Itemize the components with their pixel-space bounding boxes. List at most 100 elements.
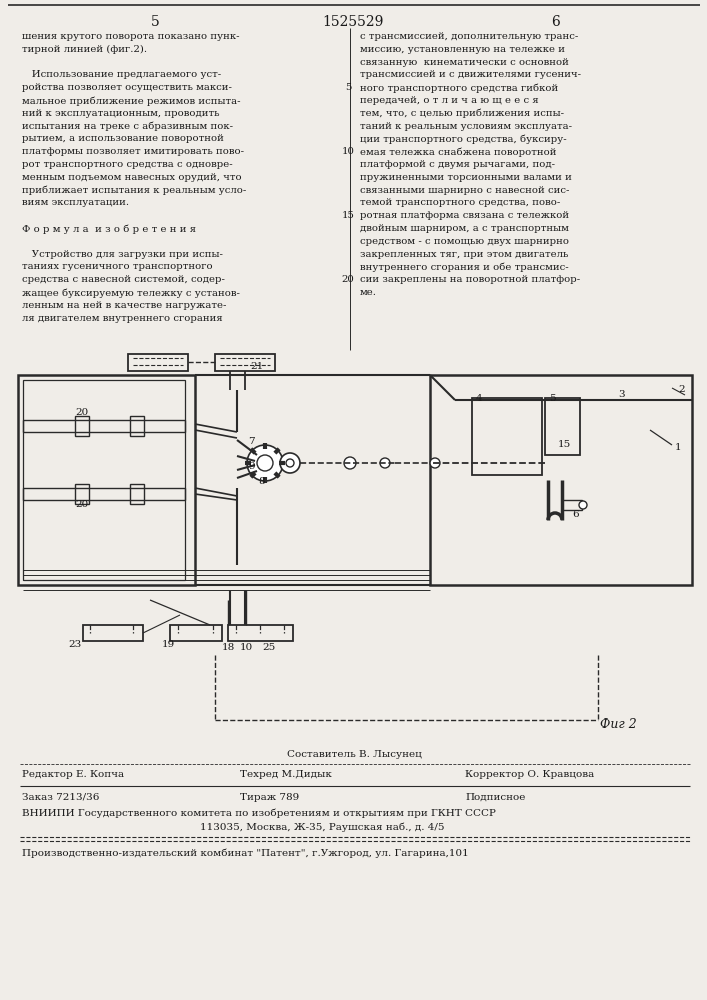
Bar bbox=[545, 398, 580, 455]
Text: тирной линией (фиг.2).: тирной линией (фиг.2). bbox=[22, 45, 147, 54]
Text: 21: 21 bbox=[250, 362, 263, 371]
Bar bbox=[83, 625, 143, 641]
Text: двойным шарниром, а с транспортным: двойным шарниром, а с транспортным bbox=[360, 224, 569, 233]
Text: сии закреплены на поворотной платфор-: сии закреплены на поворотной платфор- bbox=[360, 275, 580, 284]
Text: ме.: ме. bbox=[360, 288, 377, 297]
Text: 18: 18 bbox=[222, 643, 235, 652]
Text: мальное приближение режимов испыта-: мальное приближение режимов испыта- bbox=[22, 96, 240, 105]
Bar bbox=[23, 380, 185, 580]
Bar bbox=[215, 354, 275, 371]
Text: связанными шарнирно с навесной сис-: связанными шарнирно с навесной сис- bbox=[360, 186, 569, 195]
Text: 5: 5 bbox=[549, 394, 556, 403]
Text: 5: 5 bbox=[345, 83, 351, 92]
Bar bbox=[170, 625, 222, 641]
Text: средства с навесной системой, содер-: средства с навесной системой, содер- bbox=[22, 275, 225, 284]
Bar bbox=[472, 398, 542, 475]
Text: испытания на треке с абразивным пок-: испытания на треке с абразивным пок- bbox=[22, 122, 233, 131]
Text: Заказ 7213/36: Заказ 7213/36 bbox=[22, 793, 100, 802]
Text: 3: 3 bbox=[618, 390, 624, 399]
Text: 2: 2 bbox=[678, 385, 684, 394]
Text: Составитель В. Лысунец: Составитель В. Лысунец bbox=[286, 750, 421, 759]
Text: средством - с помощью двух шарнирно: средством - с помощью двух шарнирно bbox=[360, 237, 569, 246]
Text: 6: 6 bbox=[551, 15, 559, 29]
Circle shape bbox=[430, 458, 440, 468]
Text: Фиг 2: Фиг 2 bbox=[600, 718, 637, 731]
Text: 5: 5 bbox=[151, 15, 159, 29]
Bar bbox=[23, 420, 185, 432]
Circle shape bbox=[257, 455, 273, 471]
Text: 1: 1 bbox=[675, 443, 682, 452]
Circle shape bbox=[247, 445, 283, 481]
Text: передачей, о т л и ч а ю щ е е с я: передачей, о т л и ч а ю щ е е с я bbox=[360, 96, 539, 105]
Bar bbox=[18, 375, 195, 585]
Text: 15: 15 bbox=[341, 211, 354, 220]
Text: Редактор Е. Копча: Редактор Е. Копча bbox=[22, 770, 124, 779]
Text: Использование предлагаемого уст-: Использование предлагаемого уст- bbox=[22, 70, 221, 79]
Text: емая тележка снабжена поворотной: емая тележка снабжена поворотной bbox=[360, 147, 556, 157]
Text: 9: 9 bbox=[248, 462, 255, 471]
Text: шения крутого поворота показано пунк-: шения крутого поворота показано пунк- bbox=[22, 32, 240, 41]
Bar bbox=[130, 484, 144, 504]
Bar bbox=[228, 625, 293, 641]
Text: менным подъемом навесных орудий, что: менным подъемом навесных орудий, что bbox=[22, 173, 242, 182]
Text: ний к эксплуатационным, проводить: ний к эксплуатационным, проводить bbox=[22, 109, 219, 118]
Text: приближает испытания к реальным усло-: приближает испытания к реальным усло- bbox=[22, 186, 246, 195]
Text: Устройство для загрузки при испы-: Устройство для загрузки при испы- bbox=[22, 250, 223, 259]
Text: платформы позволяет имитировать пово-: платформы позволяет имитировать пово- bbox=[22, 147, 244, 156]
Text: таний к реальным условиям эксплуата-: таний к реальным условиям эксплуата- bbox=[360, 122, 572, 131]
Text: 6: 6 bbox=[572, 510, 578, 519]
Circle shape bbox=[380, 458, 390, 468]
Text: 23: 23 bbox=[68, 640, 81, 649]
Text: пружиненными торсионными валами и: пружиненными торсионными валами и bbox=[360, 173, 572, 182]
Text: 4: 4 bbox=[476, 394, 483, 403]
Circle shape bbox=[579, 501, 587, 509]
Text: ленным на ней в качестве нагружате-: ленным на ней в качестве нагружате- bbox=[22, 301, 226, 310]
Text: 20: 20 bbox=[341, 275, 354, 284]
Text: 25: 25 bbox=[262, 643, 275, 652]
Text: Подписное: Подписное bbox=[465, 793, 525, 802]
Bar bbox=[23, 488, 185, 500]
Text: 7: 7 bbox=[248, 437, 255, 446]
Text: Корректор О. Кравцова: Корректор О. Кравцова bbox=[465, 770, 595, 779]
Text: таниях гусеничного транспортного: таниях гусеничного транспортного bbox=[22, 262, 213, 271]
Bar bbox=[130, 416, 144, 436]
Text: жащее буксируемую тележку с установ-: жащее буксируемую тележку с установ- bbox=[22, 288, 240, 298]
Text: 1525529: 1525529 bbox=[323, 15, 384, 29]
Text: трансмиссией и с движителями гусенич-: трансмиссией и с движителями гусенич- bbox=[360, 70, 581, 79]
Text: 10: 10 bbox=[341, 147, 354, 156]
Text: закрепленных тяг, при этом двигатель: закрепленных тяг, при этом двигатель bbox=[360, 250, 568, 259]
Text: внутреннего сгорания и обе трансмис-: внутреннего сгорания и обе трансмис- bbox=[360, 262, 568, 272]
Text: ВНИИПИ Государственного комитета по изобретениям и открытиям при ГКНТ СССР: ВНИИПИ Государственного комитета по изоб… bbox=[22, 808, 496, 818]
Circle shape bbox=[286, 459, 294, 467]
Text: 20: 20 bbox=[75, 408, 88, 417]
Text: связанную  кинематически с основной: связанную кинематически с основной bbox=[360, 58, 569, 67]
Text: ного транспортного средства гибкой: ного транспортного средства гибкой bbox=[360, 83, 559, 93]
Bar bbox=[128, 354, 188, 371]
Circle shape bbox=[344, 457, 356, 469]
Text: рытием, а использование поворотной: рытием, а использование поворотной bbox=[22, 134, 224, 143]
Text: 19: 19 bbox=[162, 640, 175, 649]
Text: тем, что, с целью приближения испы-: тем, что, с целью приближения испы- bbox=[360, 109, 564, 118]
Text: ротная платформа связана с тележкой: ротная платформа связана с тележкой bbox=[360, 211, 569, 220]
Text: 10: 10 bbox=[240, 643, 253, 652]
Text: ции транспортного средства, буксиру-: ции транспортного средства, буксиру- bbox=[360, 134, 566, 144]
Text: 8: 8 bbox=[258, 477, 264, 486]
Text: виям эксплуатации.: виям эксплуатации. bbox=[22, 198, 129, 207]
Text: платформой с двумя рычагами, под-: платформой с двумя рычагами, под- bbox=[360, 160, 555, 169]
Text: Техред М.Дидык: Техред М.Дидык bbox=[240, 770, 332, 779]
Text: Ф о р м у л а  и з о б р е т е н и я: Ф о р м у л а и з о б р е т е н и я bbox=[22, 224, 196, 233]
Text: ля двигателем внутреннего сгорания: ля двигателем внутреннего сгорания bbox=[22, 314, 223, 323]
Bar bbox=[75, 416, 89, 436]
Bar bbox=[75, 484, 89, 504]
Text: темой транспортного средства, пово-: темой транспортного средства, пово- bbox=[360, 198, 560, 207]
Text: 15: 15 bbox=[558, 440, 571, 449]
Text: с трансмиссией, дополнительную транс-: с трансмиссией, дополнительную транс- bbox=[360, 32, 578, 41]
Text: 20: 20 bbox=[75, 500, 88, 509]
Bar bbox=[562, 500, 582, 510]
Text: 113035, Москва, Ж-35, Раушская наб., д. 4/5: 113035, Москва, Ж-35, Раушская наб., д. … bbox=[200, 822, 445, 832]
Text: Тираж 789: Тираж 789 bbox=[240, 793, 299, 802]
Text: рот транспортного средства с одновре-: рот транспортного средства с одновре- bbox=[22, 160, 233, 169]
Text: Производственно-издательский комбинат "Патент", г.Ужгород, ул. Гагарина,101: Производственно-издательский комбинат "П… bbox=[22, 849, 469, 858]
Text: миссию, установленную на тележке и: миссию, установленную на тележке и bbox=[360, 45, 565, 54]
Text: ройства позволяет осуществить макси-: ройства позволяет осуществить макси- bbox=[22, 83, 232, 92]
